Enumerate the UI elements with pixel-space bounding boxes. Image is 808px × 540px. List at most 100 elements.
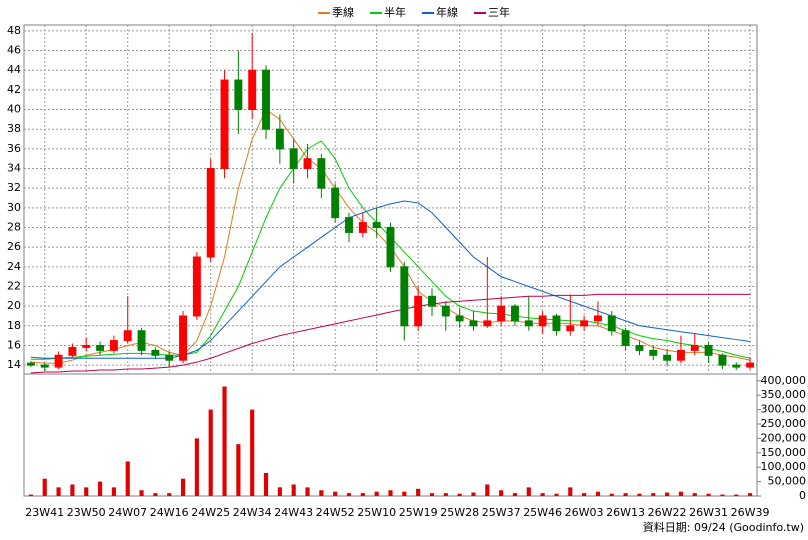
volume-bar <box>443 493 448 496</box>
volume-bar <box>388 490 393 496</box>
y-tick-label: 46 <box>7 44 21 57</box>
volume-bar <box>720 494 725 496</box>
x-tick-label: 23W50 <box>67 506 106 519</box>
y-tick-label: 48 <box>7 24 21 37</box>
candle-body <box>649 349 658 356</box>
volume-bar <box>457 493 462 496</box>
volume-bar <box>402 491 407 496</box>
y-tick-label: 32 <box>7 181 21 194</box>
volume-bar <box>637 493 642 496</box>
volume-bar <box>167 493 172 496</box>
candle-body <box>483 320 492 327</box>
volume-bar <box>70 484 75 496</box>
volume-bar <box>609 493 614 496</box>
candle-body <box>289 148 298 170</box>
volume-bar <box>97 481 103 496</box>
ma-line <box>30 200 751 359</box>
x-tick-label: 24W25 <box>191 506 230 519</box>
ma-line <box>30 293 751 374</box>
x-tick-label: 25W46 <box>523 506 562 519</box>
candle-body <box>220 79 229 170</box>
candle-body <box>206 168 215 258</box>
candle-body <box>151 349 160 356</box>
volume-bar <box>678 491 684 496</box>
volume-bar <box>125 461 130 496</box>
x-tick-label: 26W03 <box>565 506 604 519</box>
volume-bar <box>665 492 670 496</box>
x-tick-label: 26W22 <box>648 506 687 519</box>
candle-body <box>275 128 284 150</box>
candle-body <box>358 222 367 233</box>
candle-body <box>54 354 63 368</box>
y-tick-label: 16 <box>7 338 21 351</box>
candle-body <box>192 256 201 317</box>
candle-body <box>414 295 423 327</box>
legend-label: 季線 <box>332 5 354 19</box>
candle-body <box>635 344 644 351</box>
y2-tick-label: 0 <box>799 489 806 502</box>
volume-bar <box>180 478 186 496</box>
candle-body <box>109 340 118 351</box>
y-tick-label: 38 <box>7 122 21 135</box>
volume-bar <box>28 494 33 496</box>
candle-body <box>400 266 409 327</box>
y2-tick-label: 400,000 <box>761 374 807 387</box>
candle-body <box>428 295 436 307</box>
volume-bar <box>194 438 199 496</box>
candle-body <box>690 344 699 351</box>
candle-body <box>40 364 49 368</box>
candle-body <box>386 226 395 268</box>
x-tick-label: 25W37 <box>482 506 521 519</box>
volume-bar <box>153 493 158 496</box>
x-tick-label: 24W34 <box>233 506 272 519</box>
volume-bar <box>42 478 47 496</box>
x-tick-label: 25W10 <box>357 506 396 519</box>
volume-bar <box>582 493 587 496</box>
y-tick-label: 26 <box>7 240 21 253</box>
candle-body <box>593 315 602 322</box>
candle-body <box>303 158 312 170</box>
candle-body <box>455 315 464 322</box>
volume-bar <box>499 490 504 496</box>
y-tick-label: 14 <box>7 358 21 371</box>
volume-bar <box>277 487 282 496</box>
candle-body <box>607 315 616 332</box>
volume-bar <box>748 493 753 496</box>
candle-body <box>26 362 35 366</box>
volume-bar <box>416 488 421 496</box>
x-tick-label: 25W19 <box>399 506 438 519</box>
volume-bar <box>540 493 545 496</box>
y-tick-label: 30 <box>7 201 21 214</box>
volume-bar <box>568 487 573 496</box>
volume-bar <box>250 409 255 496</box>
y-tick-label: 18 <box>7 319 21 332</box>
x-tick-label: 26W39 <box>731 506 770 519</box>
candle-body <box>248 69 257 111</box>
volume-bar <box>111 487 116 496</box>
candle-body <box>746 362 755 368</box>
y-tick-label: 42 <box>7 83 21 96</box>
y2-tick-label: 300,000 <box>761 403 807 416</box>
volume-bar <box>651 493 656 496</box>
x-tick-label: 26W31 <box>689 506 728 519</box>
candle-body <box>262 69 270 130</box>
volume-bar <box>471 492 476 496</box>
volume-bar <box>263 472 269 496</box>
volume-bar <box>236 444 241 496</box>
x-tick-label: 26W13 <box>606 506 645 519</box>
candle-body <box>82 344 91 348</box>
y-tick-label: 20 <box>7 299 21 312</box>
y-tick-label: 36 <box>7 142 21 155</box>
legend: 季線 半年 年線 三年 <box>318 5 510 19</box>
volume-bar <box>360 493 365 496</box>
x-tick-label: 24W07 <box>108 506 147 519</box>
volume-bar <box>429 493 435 496</box>
candle-body <box>497 305 506 322</box>
volume-bar <box>319 490 324 496</box>
volume-bar <box>623 493 628 496</box>
y2-tick-label: 50,000 <box>768 475 807 488</box>
candle-body <box>718 354 727 366</box>
candle-body <box>345 217 353 233</box>
legend-label: 三年 <box>488 5 510 19</box>
